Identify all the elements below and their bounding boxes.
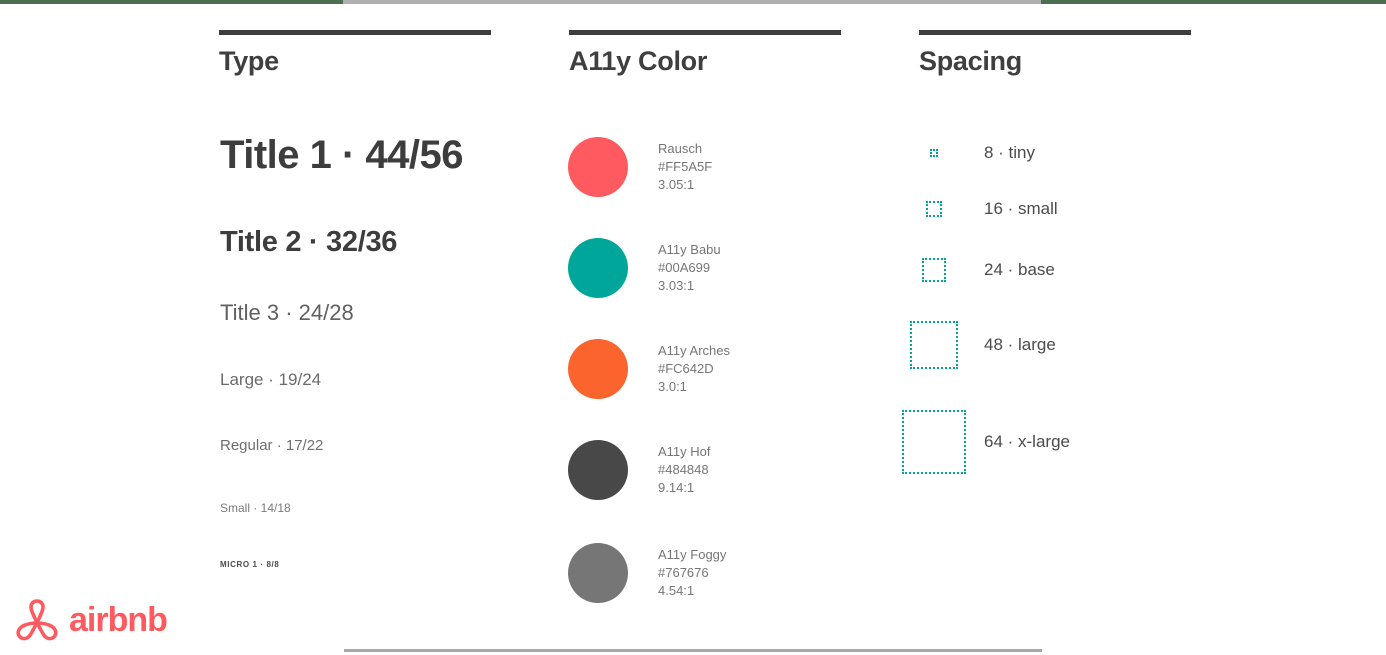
bottom-edge-rule <box>344 649 1042 652</box>
color-swatch-circle <box>568 238 628 298</box>
spacing-square-cell <box>884 321 984 369</box>
color-swatch-name: A11y Foggy <box>658 547 727 562</box>
airbnb-belo-icon <box>13 596 61 644</box>
color-swatch-text: Rausch #FF5A5F 3.05:1 <box>658 140 712 194</box>
type-sample-micro: MICRO 1 · 8/8 <box>220 560 280 569</box>
color-swatch-row: A11y Foggy #767676 4.54:1 <box>568 543 868 603</box>
type-column-title: Type <box>219 46 279 76</box>
spacing-square <box>930 149 938 157</box>
spacing-label: 8 · tiny <box>984 143 1036 162</box>
spacing-row: 64 · x-large <box>884 402 1204 482</box>
color-swatch-row: A11y Hof #484848 9.14:1 <box>568 440 868 500</box>
type-column-rule <box>219 30 491 35</box>
spacing-label: 16 · small <box>984 199 1058 218</box>
color-swatch-text: A11y Foggy #767676 4.54:1 <box>658 546 726 600</box>
color-swatch-text: A11y Babu #00A699 3.03:1 <box>658 241 721 295</box>
spacing-square-cell <box>884 149 984 157</box>
spacing-square-cell <box>884 410 984 474</box>
top-edge-bar-left <box>0 0 343 4</box>
spacing-square <box>926 201 942 217</box>
spacing-label: 48 · large <box>984 335 1056 354</box>
color-swatch-contrast: 9.14:1 <box>658 480 695 495</box>
color-swatch-hex: #767676 <box>658 565 709 580</box>
type-sample-title2: Title 2 · 32/36 <box>220 226 398 258</box>
color-swatch-name: A11y Arches <box>658 343 731 358</box>
color-swatch-hex: #FF5A5F <box>658 159 713 174</box>
type-sample-small: Small · 14/18 <box>220 501 291 515</box>
color-swatch-circle <box>568 137 628 197</box>
color-swatch-row: A11y Arches #FC642D 3.0:1 <box>568 339 868 399</box>
color-column-title: A11y Color <box>569 46 708 76</box>
color-swatch-name: A11y Babu <box>658 242 721 257</box>
color-swatch-circle <box>568 440 628 500</box>
color-swatch-contrast: 4.54:1 <box>658 583 695 598</box>
spacing-row: 48 · large <box>884 305 1204 385</box>
color-swatch-circle <box>568 543 628 603</box>
type-sample-large: Large · 19/24 <box>220 370 322 389</box>
spacing-column-title: Spacing <box>919 46 1022 76</box>
top-edge-bar-right <box>1041 0 1386 4</box>
color-swatch-circle <box>568 339 628 399</box>
color-swatch-contrast: 3.05:1 <box>658 177 695 192</box>
spacing-row: 8 · tiny <box>884 113 1204 193</box>
color-swatch-text: A11y Arches #FC642D 3.0:1 <box>658 342 730 396</box>
color-swatch-name: Rausch <box>658 141 703 156</box>
spacing-row: 16 · small <box>884 169 1204 249</box>
color-swatch-hex: #00A699 <box>658 260 711 275</box>
airbnb-wordmark: airbnb <box>69 600 168 639</box>
spacing-label: 64 · x-large <box>984 432 1070 451</box>
spacing-column-rule <box>919 30 1191 35</box>
color-swatch-text: A11y Hof #484848 9.14:1 <box>658 443 711 497</box>
spacing-square <box>910 321 958 369</box>
spacing-label: 24 · base <box>984 260 1055 279</box>
spacing-square <box>922 258 946 282</box>
type-sample-title1: Title 1 · 44/56 <box>220 133 464 177</box>
color-swatch-hex: #FC642D <box>658 361 714 376</box>
color-swatch-name: A11y Hof <box>658 444 711 459</box>
color-column-rule <box>569 30 841 35</box>
spacing-square <box>902 410 966 474</box>
airbnb-logo: airbnb <box>13 596 168 644</box>
color-swatch-hex: #484848 <box>658 462 709 477</box>
spacing-row: 24 · base <box>884 230 1204 310</box>
type-sample-regular: Regular · 17/22 <box>220 437 324 454</box>
top-edge-bar-middle <box>343 0 1041 4</box>
spacing-square-cell <box>884 258 984 282</box>
color-swatch-row: A11y Babu #00A699 3.03:1 <box>568 238 868 298</box>
type-sample-title3: Title 3 · 24/28 <box>220 300 354 325</box>
color-swatch-row: Rausch #FF5A5F 3.05:1 <box>568 137 868 197</box>
color-swatch-contrast: 3.0:1 <box>658 379 687 394</box>
color-swatch-contrast: 3.03:1 <box>658 278 695 293</box>
spacing-square-cell <box>884 201 984 217</box>
